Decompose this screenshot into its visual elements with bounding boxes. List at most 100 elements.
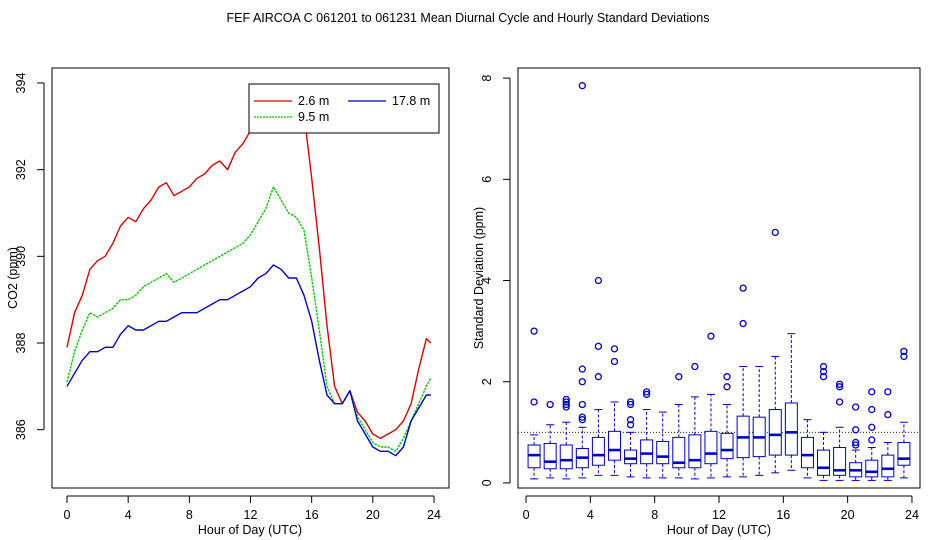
boxplot-hour-18-5 (817, 362, 831, 481)
left-panel: 0 4 8 12 16 20 24 386 388 390 392 394 Hour of Day … (6, 67, 450, 537)
right-x-tick-label-16: 16 (776, 508, 790, 522)
boxplot-hour-17-5 (800, 419, 814, 479)
outlier-19-5-0 (835, 398, 844, 406)
boxplot-hour-8-5 (656, 411, 670, 479)
outlier-19-5-2 (835, 380, 844, 388)
outlier-10-5-0 (691, 362, 699, 371)
page-title: FEF AIRCOA C 061201 to 061231 Mean Diurn… (227, 11, 710, 25)
legend: 2.6 m 9.5 m 17.8 m (248, 83, 440, 134)
box-iqr-1-5 (543, 442, 557, 470)
outlier-21-5-0 (868, 436, 876, 444)
boxplot-hour-20-5 (849, 403, 863, 481)
right-x-tick-label-4: 4 (587, 508, 594, 522)
right-x-tick-label-0: 0 (523, 508, 530, 522)
left-y-axis-label: CO2 (ppm) (6, 247, 20, 309)
outlier-9-5-0 (675, 373, 683, 381)
outlier-12-5-1 (723, 373, 731, 381)
outlier-3-5-3 (578, 378, 586, 386)
boxplot-hour-7-5 (640, 388, 654, 479)
boxplot-hour-15-5 (768, 228, 782, 474)
right-y-tick-label-0: 0 (480, 479, 494, 486)
left-x-tick-label-16: 16 (305, 508, 319, 522)
outlier-21-5-1 (868, 423, 876, 431)
outlier-22-5-0 (884, 410, 892, 419)
boxplots (527, 82, 911, 481)
right-x-tick-label-8: 8 (651, 508, 658, 522)
outlier-7-5-0 (642, 390, 651, 399)
left-x-tick-label-12: 12 (244, 508, 258, 522)
outlier-23-5-1 (900, 347, 908, 356)
right-y-tick-label-2: 2 (480, 378, 494, 385)
box-iqr-12-5 (720, 432, 734, 460)
left-series-lines (66, 90, 432, 457)
boxplot-hour-6-5 (624, 398, 638, 478)
left-y-tick-label-394: 394 (14, 73, 28, 94)
boxplot-hour-1-5 (543, 400, 557, 479)
left-x-axis-label: Hour of Day (UTC) (198, 523, 302, 537)
boxplot-hour-22-5 (881, 388, 895, 481)
box-iqr-4-5 (591, 436, 605, 466)
left-x-tick-label-24: 24 (427, 508, 441, 522)
outlier-3-5-1 (578, 413, 586, 421)
right-x-tick-label-24: 24 (905, 508, 919, 522)
series-line-9-5-m (66, 186, 432, 452)
boxplot-hour-21-5 (865, 388, 879, 481)
outlier-3-5-5 (578, 82, 586, 90)
left-x-tick-label-4: 4 (125, 508, 132, 522)
box-iqr-9-5 (672, 436, 686, 469)
right-x-tick-label-20: 20 (841, 508, 855, 522)
box-iqr-21-5 (865, 459, 879, 478)
left-y-tick-label-388: 388 (14, 333, 28, 354)
box-iqr-16-5 (784, 402, 798, 456)
boxplot-hour-23-5 (897, 347, 911, 479)
outlier-6-5-3 (626, 398, 635, 406)
boxplot-hour-11-5 (704, 332, 718, 479)
outlier-23-5-0 (900, 352, 908, 361)
outlier-11-5-0 (707, 332, 715, 340)
legend-label-17-8m: 17.8 m (392, 94, 430, 108)
left-x-tick-label-0: 0 (64, 508, 71, 522)
box-iqr-8-5 (656, 440, 670, 465)
boxplot-hour-16-5 (784, 333, 798, 471)
boxplot-hour-14-5 (752, 366, 766, 476)
legend-box (248, 83, 440, 134)
right-y-tick-label-4: 4 (480, 277, 494, 284)
boxplot-hour-3-5 (575, 82, 589, 479)
outlier-3-5-4 (578, 365, 586, 373)
outlier-7-5-1 (642, 388, 651, 396)
right-x-axis-label: Hour of Day (UTC) (667, 523, 771, 537)
outlier-13-5-1 (739, 284, 747, 292)
boxplot-hour-13-5 (736, 284, 750, 478)
outlier-4-5-0 (594, 373, 603, 381)
left-plot-frame (51, 67, 450, 489)
outlier-2-5-3 (562, 395, 570, 404)
outlier-2-5-0 (562, 403, 570, 411)
outlier-0-5-0 (530, 398, 538, 406)
outlier-6-5-2 (626, 400, 635, 409)
box-iqr-19-5 (833, 447, 847, 476)
boxplot-hour-12-5 (720, 373, 734, 478)
series-line-2-6-m (66, 90, 432, 439)
outlier-6-5-1 (626, 416, 635, 424)
outlier-2-5-2 (562, 398, 570, 406)
boxplot-hour-0-5 (527, 327, 541, 480)
boxplot-hour-10-5 (688, 362, 702, 480)
outlier-5-5-1 (610, 345, 619, 353)
box-iqr-18-5 (817, 449, 831, 476)
left-x-axis: 0 4 8 12 16 20 24 (64, 495, 441, 522)
outlier-19-5-1 (835, 383, 844, 391)
box-iqr-17-5 (800, 436, 814, 469)
legend-label-2-6m: 2.6 m (298, 94, 329, 108)
box-iqr-11-5 (704, 430, 718, 465)
outlier-3-5-2 (578, 400, 586, 409)
boxplot-hour-2-5 (559, 395, 573, 480)
outlier-6-5-0 (626, 421, 635, 429)
box-iqr-15-5 (768, 409, 782, 456)
box-iqr-23-5 (897, 441, 911, 466)
outlier-21-5-3 (868, 388, 876, 396)
outlier-20-5-2 (852, 426, 860, 434)
outlier-1-5-0 (546, 400, 554, 409)
box-iqr-22-5 (881, 454, 895, 478)
left-y-tick-label-386: 386 (14, 419, 28, 440)
